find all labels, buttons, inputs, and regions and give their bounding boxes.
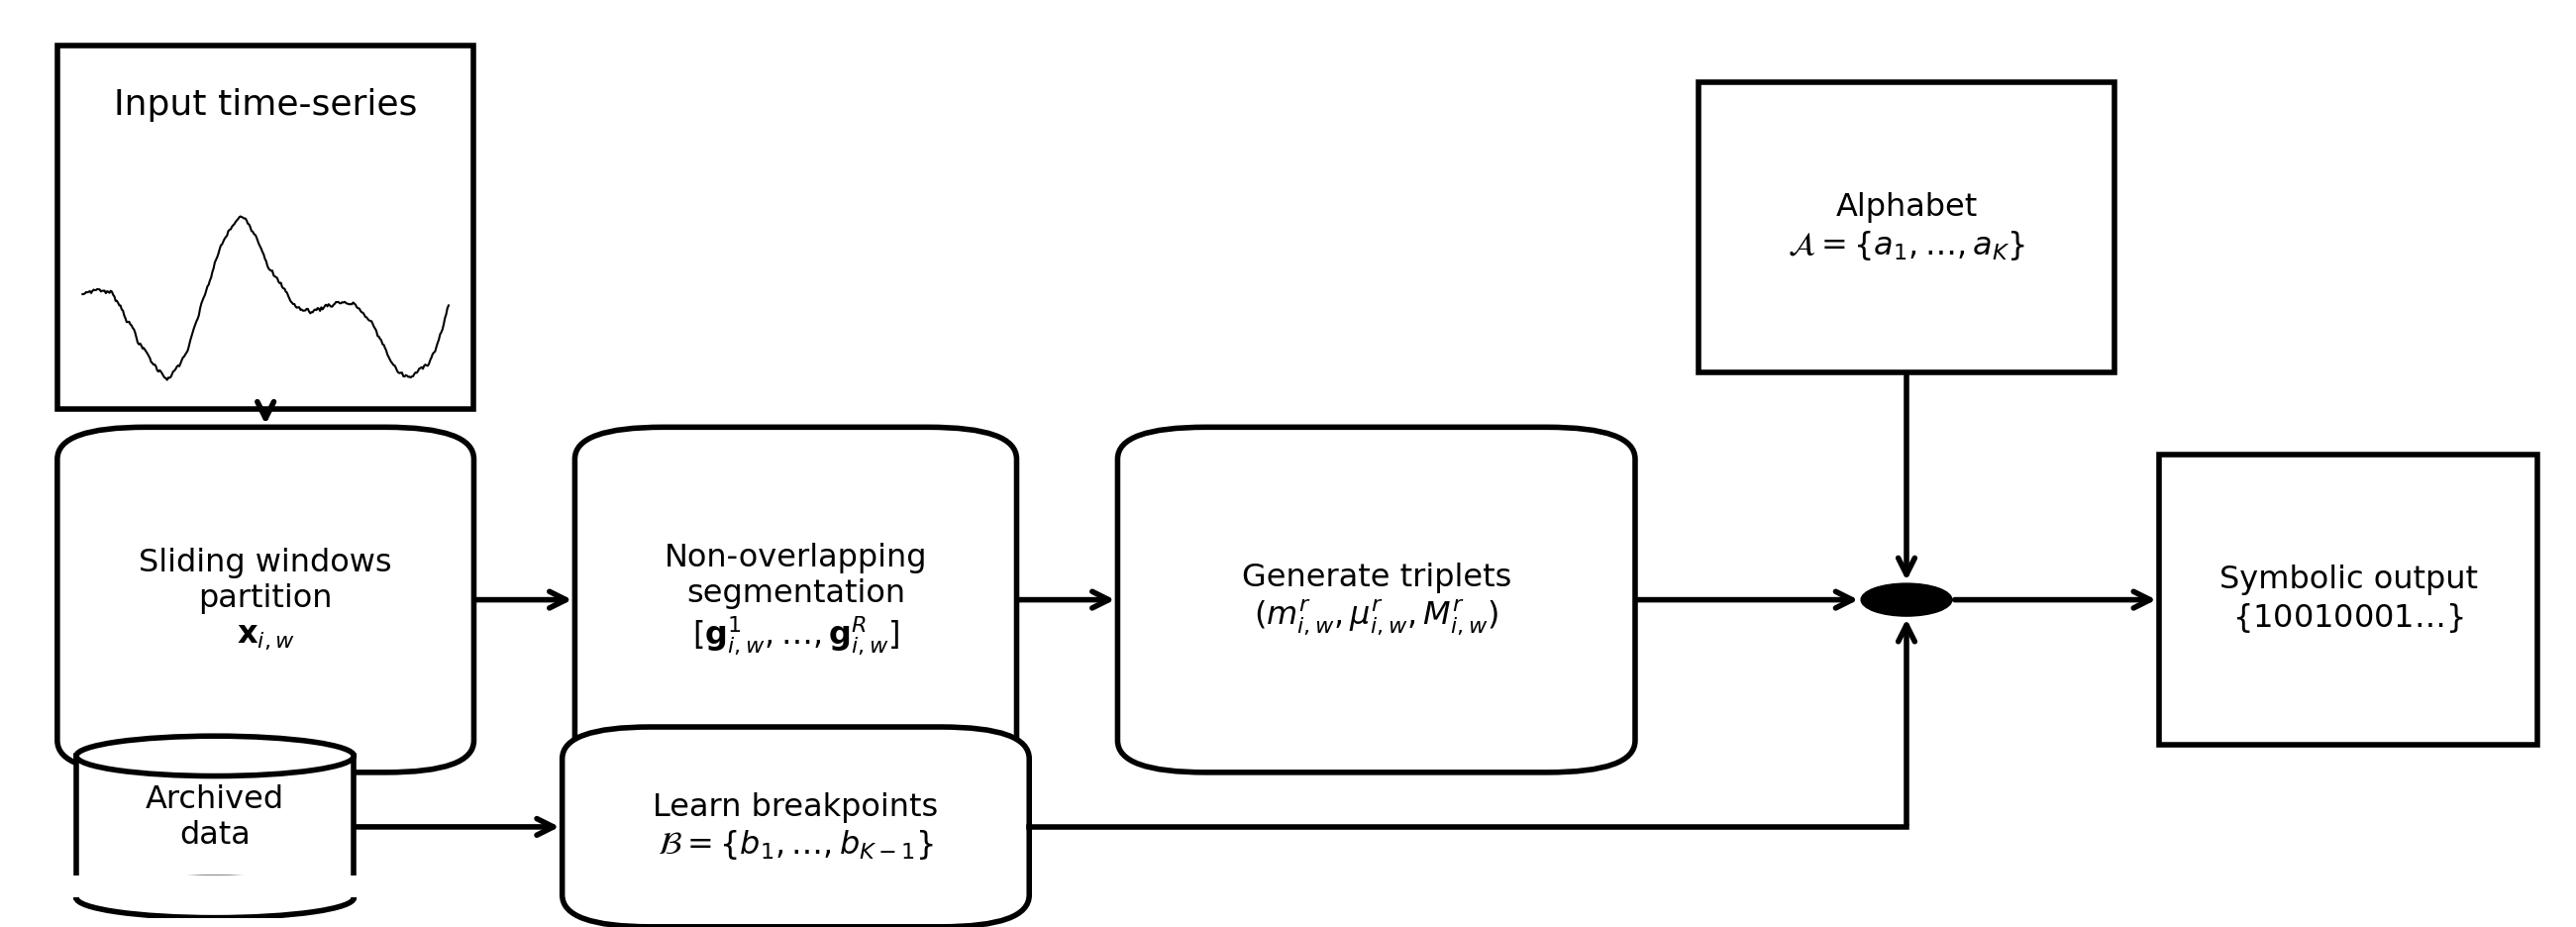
Text: Input time-series: Input time-series xyxy=(113,88,417,121)
Text: Sliding windows
partition
$\mathbf{x}_{i,w}$: Sliding windows partition $\mathbf{x}_{i… xyxy=(139,548,392,652)
Bar xyxy=(1698,82,2115,373)
FancyBboxPatch shape xyxy=(562,727,1030,927)
Bar xyxy=(77,756,353,897)
Text: Learn breakpoints
$\mathcal{B}=\{b_1,\ldots,b_{K-1}\}$: Learn breakpoints $\mathcal{B}=\{b_1,\ld… xyxy=(652,792,938,862)
FancyBboxPatch shape xyxy=(57,427,474,772)
FancyBboxPatch shape xyxy=(574,427,1018,772)
Ellipse shape xyxy=(77,878,353,918)
Text: Generate triplets
$(m^r_{i,w},\mu^r_{i,w},M^r_{i,w})$: Generate triplets $(m^r_{i,w},\mu^r_{i,w… xyxy=(1242,563,1512,637)
Text: Archived
data: Archived data xyxy=(147,785,283,851)
Circle shape xyxy=(1860,583,1953,616)
Bar xyxy=(52,876,379,897)
Text: Symbolic output
$\{10010001\ldots\}$: Symbolic output $\{10010001\ldots\}$ xyxy=(2218,565,2478,635)
Ellipse shape xyxy=(77,736,353,776)
FancyBboxPatch shape xyxy=(1118,427,1636,772)
Bar xyxy=(57,45,474,409)
Bar xyxy=(2159,454,2537,745)
Text: Alphabet
$\mathcal{A}=\{a_1,\ldots,a_K\}$: Alphabet $\mathcal{A}=\{a_1,\ldots,a_K\}… xyxy=(1788,193,2025,262)
Text: Non-overlapping
segmentation
$[\mathbf{g}^1_{i,w},\ldots,\mathbf{g}^R_{i,w}]$: Non-overlapping segmentation $[\mathbf{g… xyxy=(665,542,927,657)
